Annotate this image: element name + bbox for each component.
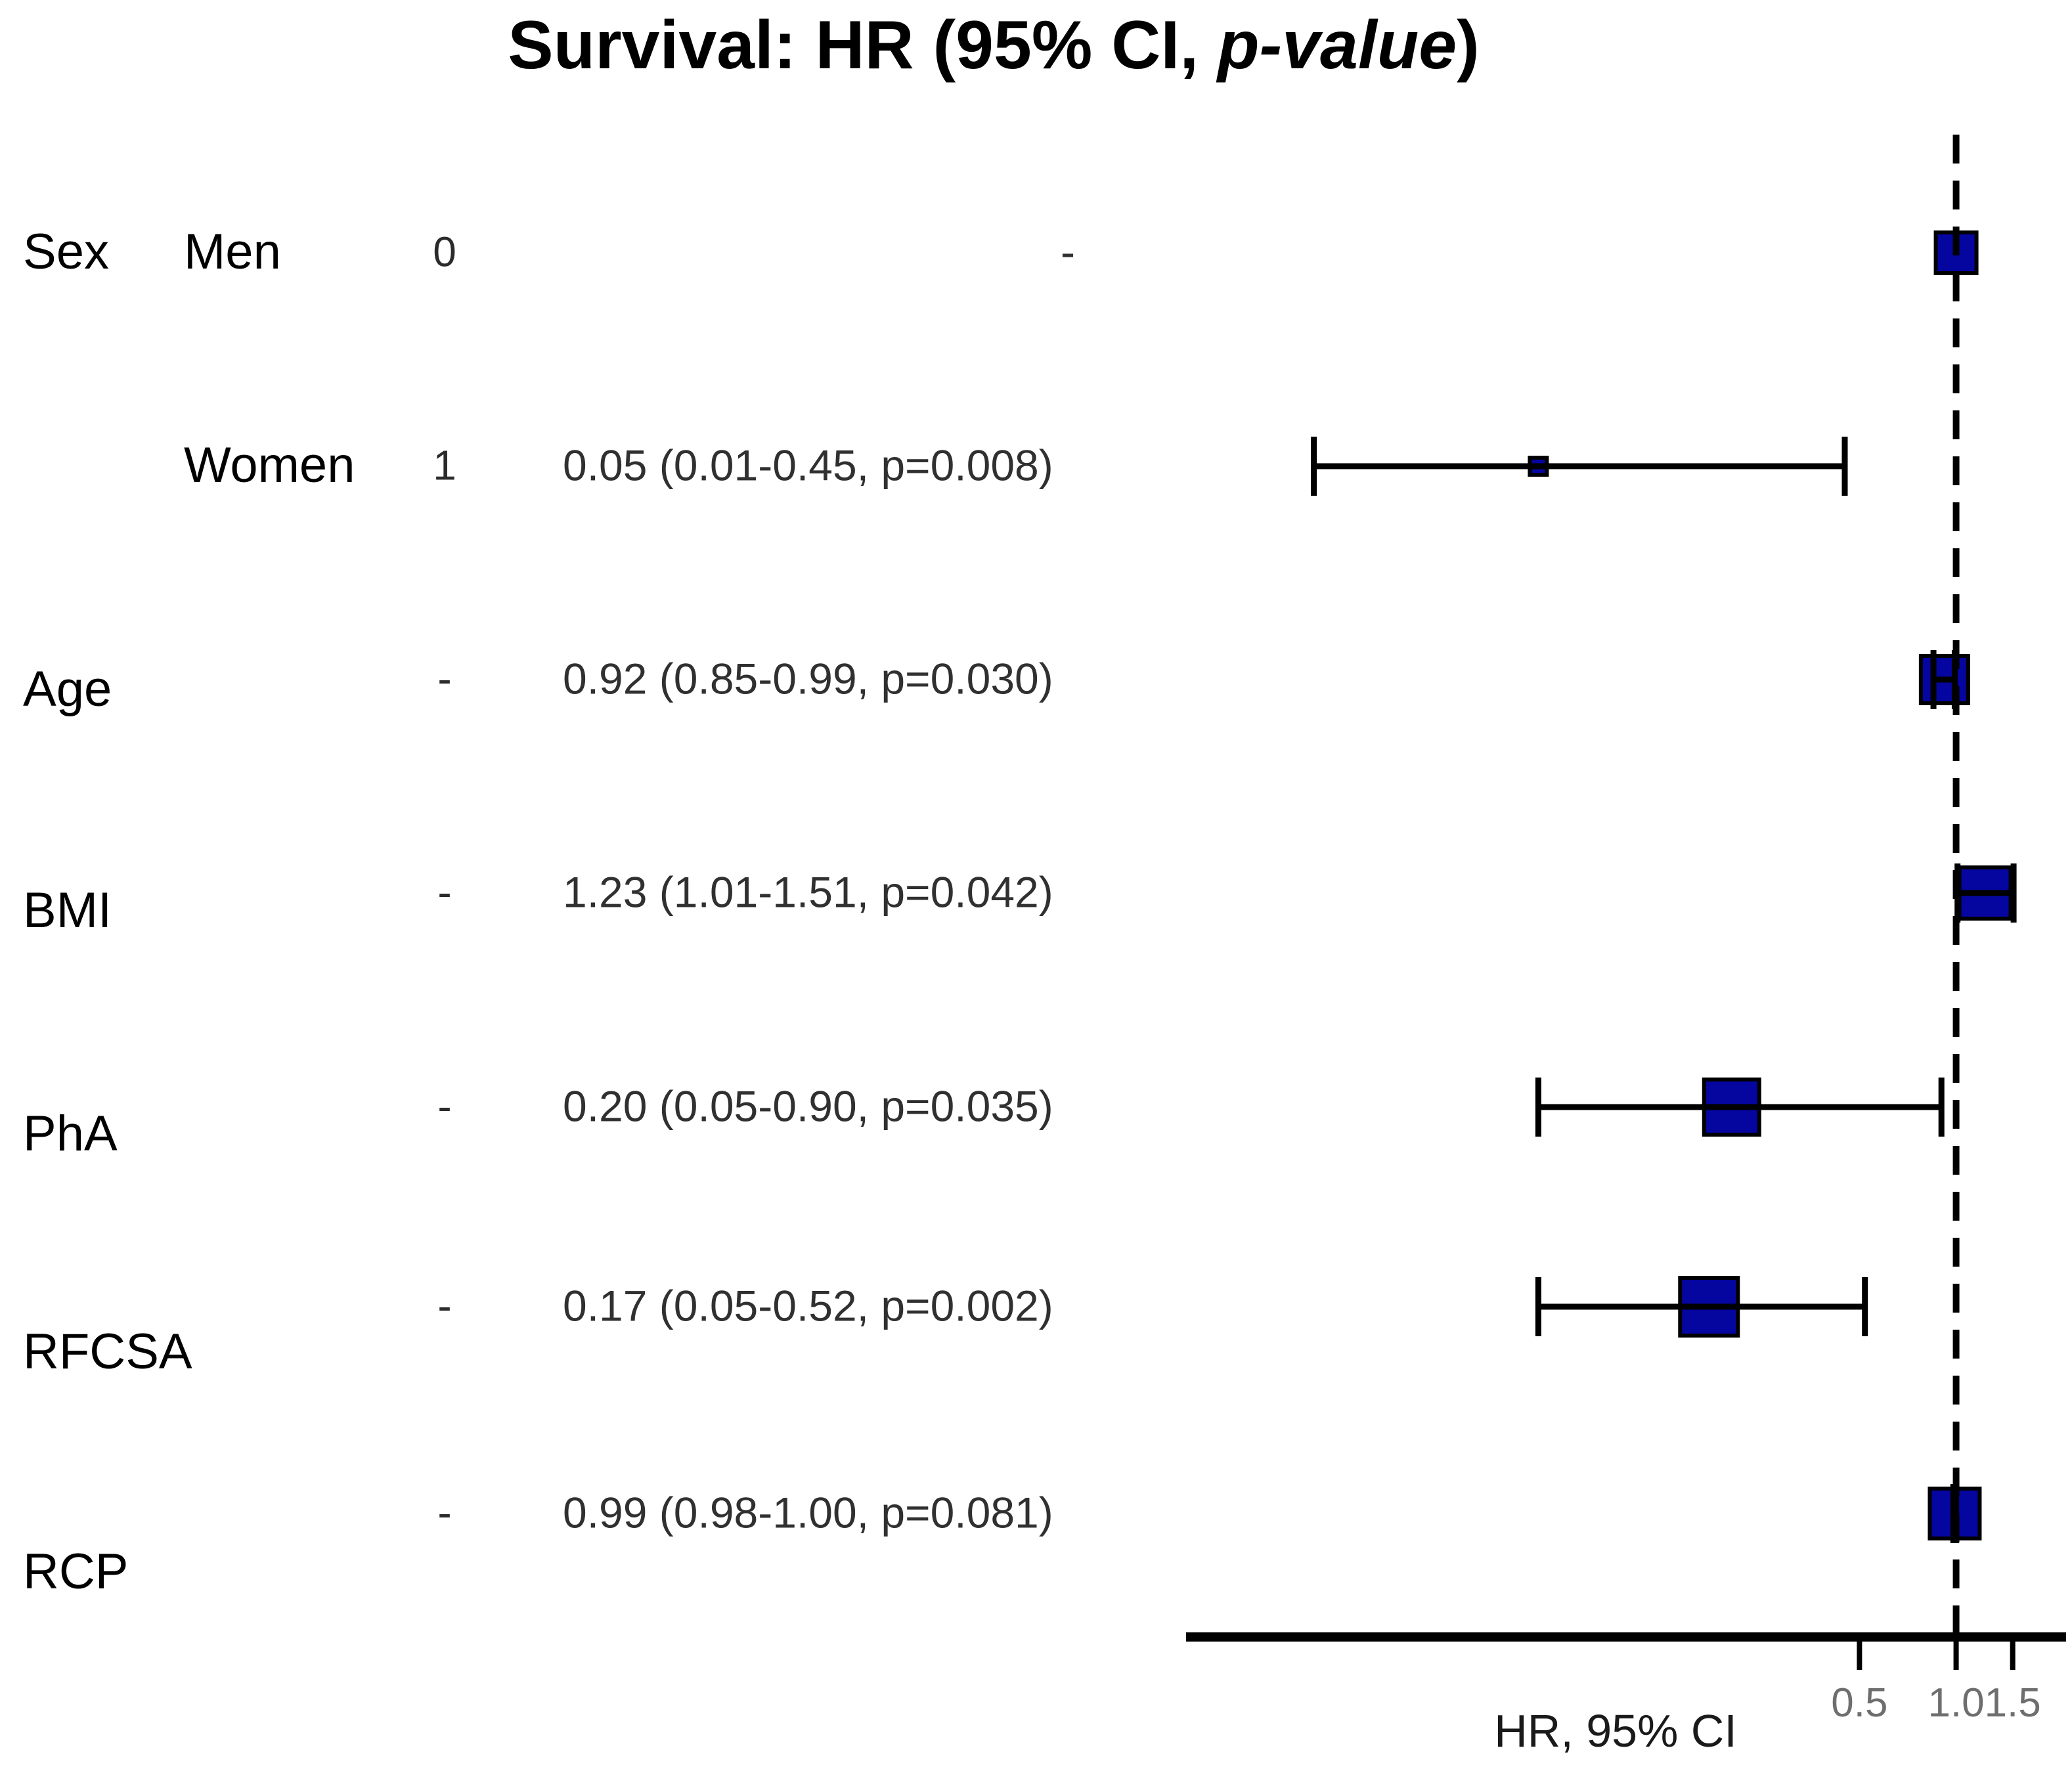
row-code: - [437, 655, 452, 703]
row-group-label: RCP [23, 1543, 129, 1600]
row-sub-label: Men [184, 223, 281, 280]
row-code: 0 [433, 228, 456, 276]
x-axis-label: HR, 95% CI [1494, 1705, 1737, 1756]
chart-title-prefix: Survival: HR (95% CI, [508, 7, 1218, 83]
chart-title-suffix: ) [1457, 7, 1480, 83]
row-code: - [437, 868, 452, 916]
x-axis-tick-label: 1.5 [1985, 1680, 2041, 1726]
row-group-label: RFCSA [23, 1323, 192, 1380]
x-axis-tick-label: 0.5 [1831, 1680, 1887, 1726]
row-sub-label: Women [184, 437, 355, 493]
row-hr-text: 0.20 (0.05-0.90, p=0.035) [563, 1081, 1053, 1131]
row-hr-text: - [1061, 227, 1075, 276]
x-axis-tick-label: 1.0 [1928, 1680, 1984, 1726]
row-hr-text: 0.17 (0.05-0.52, p=0.002) [563, 1281, 1053, 1330]
row-hr-text: 1.23 (1.01-1.51, p=0.042) [563, 867, 1053, 917]
row-code: - [437, 1282, 452, 1330]
row-hr-text: 0.99 (0.98-1.00, p=0.081) [563, 1488, 1053, 1537]
row-group-label: BMI [23, 882, 112, 938]
row-hr-text: 0.05 (0.01-0.45, p=0.008) [563, 441, 1053, 490]
row-code: - [437, 1489, 452, 1537]
row-group-label: Age [23, 661, 112, 717]
chart-title: Survival: HR (95% CI, p-value) [0, 7, 1987, 85]
row-hr-text: 0.92 (0.85-0.99, p=0.030) [563, 654, 1053, 703]
row-code: 1 [433, 441, 456, 489]
chart-title-italic: p-value [1218, 7, 1457, 83]
row-group-label: Sex [23, 223, 109, 280]
row-group-label: PhA [23, 1105, 118, 1162]
row-code: - [437, 1082, 452, 1130]
